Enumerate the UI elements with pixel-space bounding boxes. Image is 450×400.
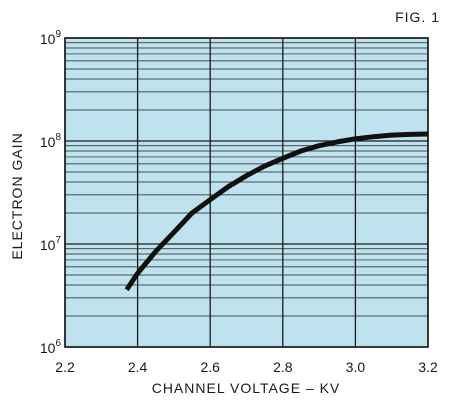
y-tick-label: 108 bbox=[40, 132, 62, 150]
plot-frame bbox=[64, 37, 429, 348]
x-axis-title: CHANNEL VOLTAGE – KV bbox=[152, 380, 341, 396]
y-axis-ticks: 106 107 108 109 bbox=[40, 29, 62, 356]
x-tick-label: 2.2 bbox=[55, 359, 75, 375]
x-tick-label: 3.2 bbox=[418, 359, 438, 375]
minor-gridlines bbox=[65, 42, 428, 317]
x-tick-label: 2.4 bbox=[128, 359, 148, 375]
y-tick-label: 106 bbox=[40, 338, 62, 356]
x-axis-ticks: 2.2 2.4 2.6 2.8 3.0 3.2 bbox=[55, 359, 438, 375]
gain-curve bbox=[124, 131, 429, 292]
y-tick-label: 107 bbox=[40, 235, 62, 253]
figure-label: FIG. 1 bbox=[395, 9, 440, 25]
x-tick-label: 2.8 bbox=[273, 359, 293, 375]
plot-area bbox=[65, 38, 428, 347]
x-tick-label: 3.0 bbox=[346, 359, 366, 375]
x-tick-label: 2.6 bbox=[200, 359, 220, 375]
y-tick-label: 109 bbox=[40, 29, 62, 47]
series-group bbox=[124, 131, 429, 292]
y-axis-title: ELECTRON GAIN bbox=[9, 132, 25, 259]
